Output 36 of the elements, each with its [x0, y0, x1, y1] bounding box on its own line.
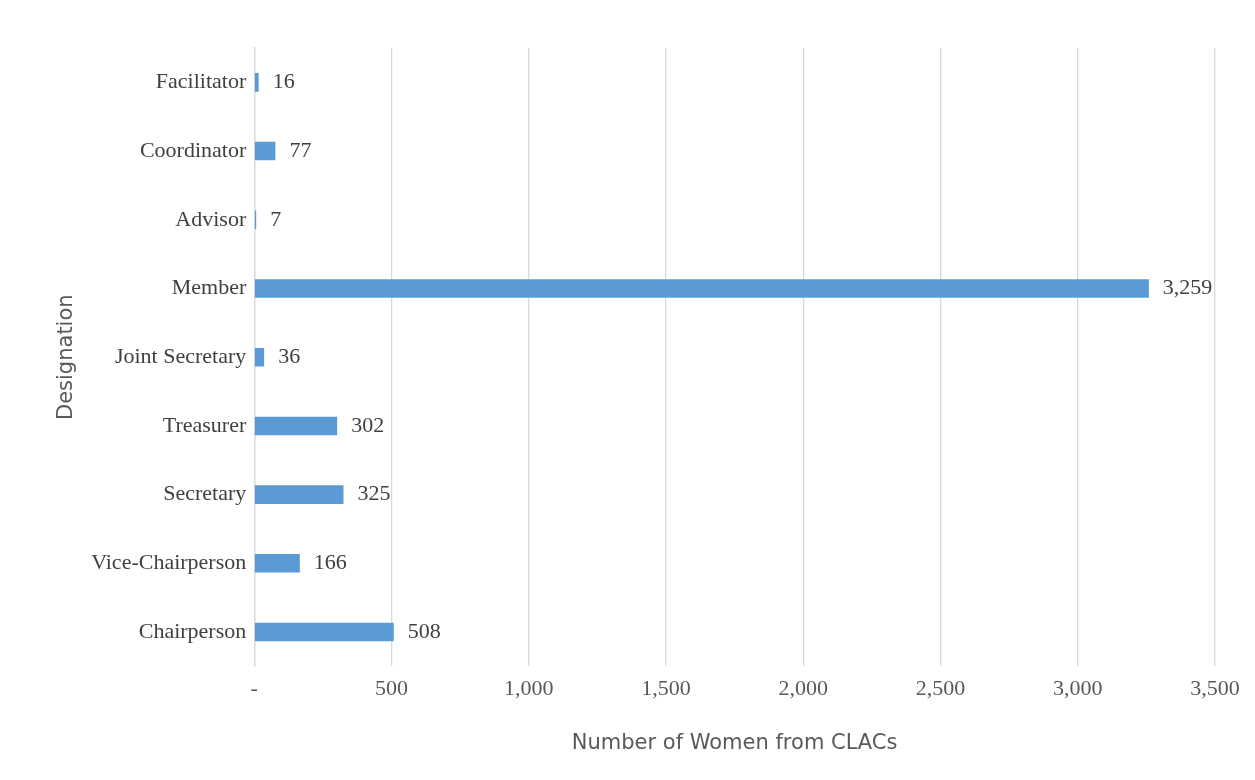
bar — [254, 347, 265, 367]
y-tick-label: Secretary — [163, 480, 247, 506]
x-tick-label: 2,000 — [778, 675, 829, 701]
x-axis-title: Number of Women from CLACs — [571, 729, 898, 754]
data-label: 166 — [313, 549, 347, 575]
y-tick-label: Chairperson — [138, 617, 247, 643]
bar — [254, 279, 1149, 298]
x-tick-label: 1,500 — [641, 675, 691, 701]
y-tick-label: Facilitator — [155, 68, 247, 94]
y-tick-label: Vice-Chairperson — [91, 549, 247, 575]
x-tick-label: - — [250, 675, 258, 701]
bar — [254, 141, 276, 161]
data-label: 16 — [272, 68, 295, 94]
bar — [254, 485, 344, 504]
bar — [254, 622, 394, 642]
x-tick-label: 500 — [375, 675, 409, 701]
data-label: 77 — [289, 136, 312, 162]
data-label: 325 — [357, 480, 391, 506]
y-tick-label: Member — [171, 274, 247, 300]
x-tick-label: 3,000 — [1053, 675, 1103, 701]
y-tick-label: Treasurer — [162, 411, 247, 437]
y-tick-label: Joint Secretary — [114, 342, 247, 368]
x-tick-label: 1,000 — [504, 675, 554, 701]
data-label: 302 — [351, 411, 385, 437]
x-tick-label: 3,500 — [1190, 675, 1240, 701]
data-label: 7 — [270, 205, 282, 231]
y-tick-label: Coordinator — [139, 136, 247, 162]
data-label: 3,259 — [1162, 274, 1213, 300]
bar — [254, 73, 259, 92]
bar — [254, 416, 338, 436]
y-axis-title: Designation — [53, 294, 78, 420]
bar — [254, 554, 300, 573]
y-tick-label: Advisor — [175, 205, 247, 231]
data-label: 508 — [407, 617, 441, 643]
x-tick-label: 2,500 — [915, 675, 966, 701]
data-label: 36 — [278, 342, 301, 368]
